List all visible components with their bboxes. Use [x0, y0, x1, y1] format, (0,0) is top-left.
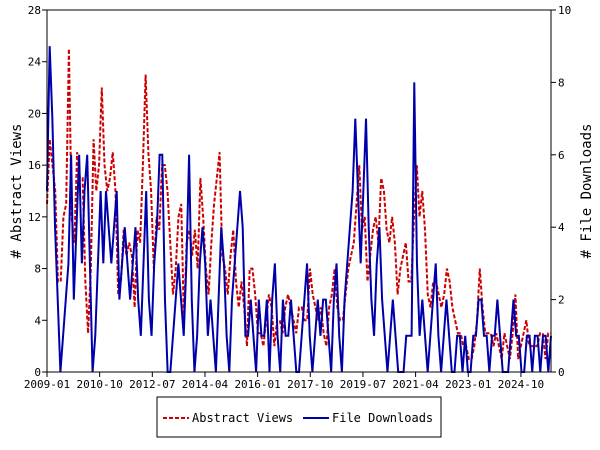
y-tick-label: 12 [28, 211, 41, 224]
x-tick-label: 2021-04 [392, 378, 439, 391]
plot-background [47, 10, 551, 372]
y-tick-label: 4 [34, 314, 41, 327]
y-tick-label: 8 [34, 263, 41, 276]
y-tick-label: 24 [28, 56, 42, 69]
x-tick-label: 2009-01 [24, 378, 70, 391]
x-tick-label: 2016-01 [234, 378, 280, 391]
y2-tick-label: 8 [558, 76, 565, 89]
y2-tick-label: 6 [558, 149, 565, 162]
legend-label-file-downloads: File Downloads [332, 411, 433, 425]
x-tick-label: 2019-07 [340, 378, 386, 391]
y-tick-label: 0 [34, 366, 41, 379]
y2-tick-label: 10 [558, 4, 571, 17]
legend: Abstract Views File Downloads [156, 396, 442, 438]
y2-tick-label: 0 [558, 366, 565, 379]
x-tick-label: 2014-04 [182, 378, 229, 391]
y-tick-label: 20 [28, 107, 41, 120]
y-tick-label: 28 [28, 4, 41, 17]
y-axis-right: 0 2 4 6 8 10 [551, 4, 571, 379]
legend-label-abstract-views: Abstract Views [192, 411, 293, 425]
x-tick-label: 2017-10 [287, 378, 333, 391]
plot-frame [46, 9, 552, 373]
legend-box [156, 396, 442, 438]
y-tick-label: 16 [28, 159, 41, 172]
x-tick-label: 2023-01 [445, 378, 491, 391]
x-axis: 2009-01 2010-10 2012-07 2014-04 2016-01 2017-… [24, 372, 544, 391]
y-axis-left: 0 4 8 12 16 20 24 28 [28, 4, 47, 379]
x-tick-label: 2024-10 [498, 378, 544, 391]
y-axis-title-right: # File Downloads [579, 124, 595, 259]
x-tick-label: 2012-07 [129, 378, 175, 391]
y2-tick-label: 2 [558, 294, 565, 307]
plot-area [46, 9, 552, 373]
y2-tick-label: 4 [558, 221, 565, 234]
y-axis-title-left: # Abstract Views [9, 124, 25, 259]
x-tick-label: 2010-10 [76, 378, 122, 391]
